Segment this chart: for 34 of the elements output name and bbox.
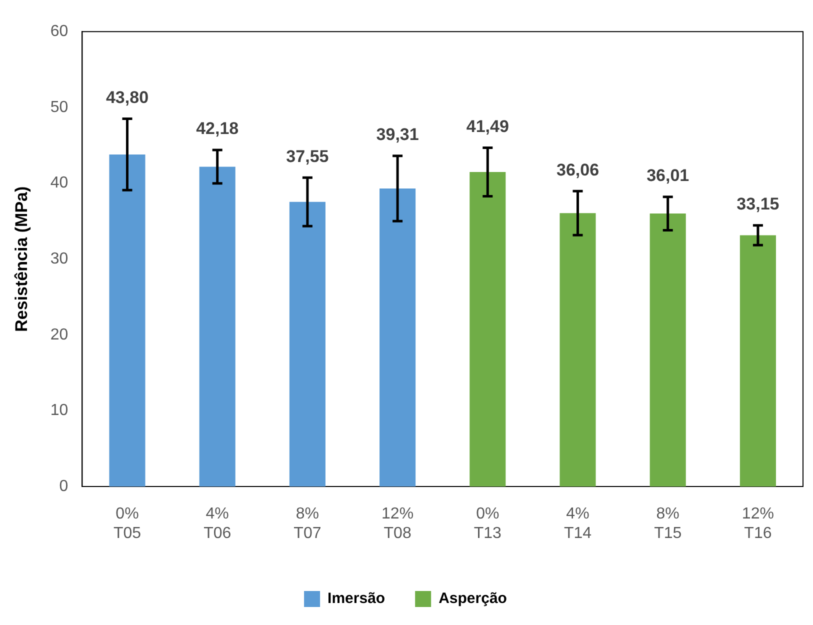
data-label: 43,80 — [106, 88, 149, 107]
x-tick-label: 8% T07 — [294, 506, 322, 542]
y-tick-label: 40 — [50, 174, 68, 192]
x-tick-label: 12% T08 — [382, 506, 414, 542]
y-axis-title: Resistência (MPa) — [12, 186, 31, 332]
bar — [380, 188, 416, 487]
bar — [109, 154, 146, 487]
y-tick-label: 10 — [50, 402, 68, 420]
bar — [289, 202, 326, 487]
bar — [470, 172, 506, 487]
y-tick-label: 30 — [50, 250, 68, 268]
y-tick-label: 60 — [50, 23, 68, 40]
x-tick-label: 0% T13 — [474, 506, 502, 542]
x-tick-label: 4% T14 — [564, 506, 592, 542]
legend-label: Imersão — [328, 590, 386, 608]
data-label: 41,49 — [466, 116, 509, 136]
data-label: 39,31 — [376, 125, 419, 144]
data-label: 36,01 — [646, 166, 690, 186]
bar — [650, 214, 686, 487]
data-label: 37,55 — [286, 146, 329, 166]
bar — [740, 235, 776, 487]
bar — [560, 213, 596, 487]
x-tick-label: 0% T05 — [113, 506, 142, 542]
bar — [199, 166, 236, 487]
y-tick-label: 0 — [59, 478, 68, 496]
legend-label: Asperção — [438, 590, 507, 608]
x-tick-label: 4% T06 — [204, 506, 232, 542]
x-tick-label: 8% T15 — [654, 506, 682, 542]
data-label: 33,15 — [736, 194, 780, 214]
data-label: 36,06 — [556, 160, 600, 180]
y-tick-label: 50 — [50, 98, 68, 116]
y-tick-label: 20 — [50, 326, 68, 344]
x-tick-label: 12% T16 — [742, 506, 774, 542]
data-label: 42,18 — [196, 119, 239, 138]
